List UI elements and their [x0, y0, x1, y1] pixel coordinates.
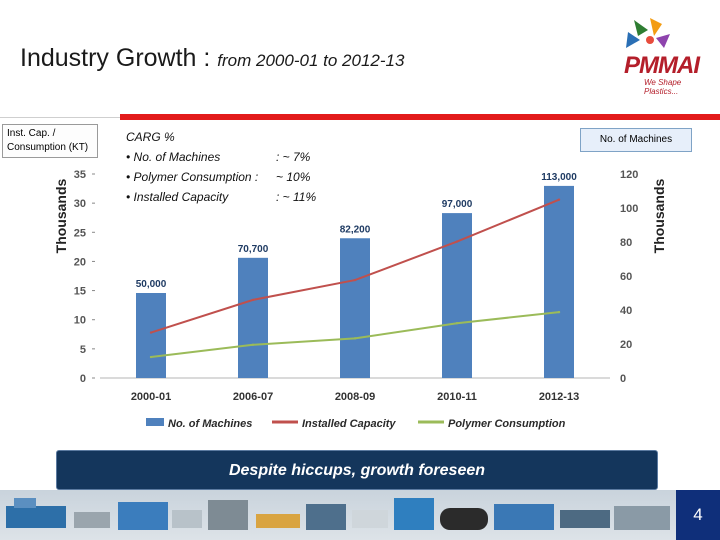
left-tick-label: 15: [74, 286, 86, 298]
page-number: 4: [676, 490, 720, 540]
right-tick-label: 80: [620, 237, 632, 249]
right-tick-label: 40: [620, 305, 632, 317]
line-point: [353, 337, 357, 340]
left-tick-label: 5: [80, 344, 86, 356]
bar-value-label: 113,000: [541, 172, 577, 183]
machines-bar: [238, 257, 268, 378]
line-point: [557, 198, 561, 201]
right-tick-label: 100: [620, 203, 638, 215]
left-tick-label: 30: [74, 198, 86, 210]
left-tick-label: 0: [80, 373, 86, 385]
legend-label: Installed Capacity: [302, 418, 396, 430]
cagr-label: • Installed Capacity: [126, 190, 229, 204]
cagr-row-capacity: • Installed Capacity : ~ 11%: [126, 187, 326, 207]
cagr-row-polymer: • Polymer Consumption : ~ 10%: [126, 167, 326, 187]
line-point: [251, 298, 255, 302]
left-tick-label: 10: [74, 315, 86, 327]
category-label: 2012-13: [539, 391, 579, 403]
conclusion-banner: Despite hiccups, growth foreseen: [56, 450, 658, 490]
legend-swatch-bar: [146, 418, 164, 426]
cagr-value: : ~ 7%: [276, 150, 311, 164]
machines-bar: [340, 238, 370, 378]
category-label: 2006-07: [233, 391, 273, 403]
right-tick-label: 120: [620, 169, 638, 181]
logo-tagline: We Shape Plastics...: [644, 78, 682, 96]
left-tick-label: 25: [74, 227, 86, 239]
title-subtitle: from 2000-01 to 2012-13: [217, 51, 405, 70]
slide-title: Industry Growth : from 2000-01 to 2012-1…: [20, 44, 404, 73]
cagr-label: • Polymer Consumption :: [126, 170, 259, 184]
cagr-value: : ~ 11%: [276, 190, 317, 204]
cagr-heading: CARG %: [126, 130, 175, 144]
line-point: [557, 310, 561, 314]
divider-red: [120, 114, 720, 120]
bar-value-label: 50,000: [136, 279, 167, 290]
left-tick-label: 35: [74, 169, 86, 181]
line-point: [455, 240, 459, 243]
pmmai-logo: PMMAI We Shape Plastics...: [604, 14, 714, 96]
cagr-label: • No. of Machines: [126, 150, 221, 164]
line-point: [353, 278, 357, 282]
line-point: [251, 343, 255, 346]
right-axis-label: Thousands: [651, 178, 667, 253]
left-axis-label: Thousands: [53, 178, 69, 253]
machinery-photo-strip: [0, 490, 676, 540]
divider-grey: [0, 117, 120, 118]
right-tick-label: 60: [620, 271, 632, 283]
left-axis-note-box: Inst. Cap. / Consumption (KT): [2, 124, 98, 158]
category-label: 2000-01: [131, 391, 171, 403]
legend-label: Polymer Consumption: [448, 418, 566, 430]
bar-value-label: 70,700: [238, 244, 269, 255]
title-main: Industry Growth :: [20, 44, 218, 72]
category-label: 2010-11: [437, 391, 477, 403]
line-point: [149, 331, 153, 334]
right-tick-label: 0: [620, 373, 626, 385]
logo-word: PMMAI: [624, 52, 700, 79]
line-point: [455, 322, 459, 325]
cagr-value: ~ 10%: [276, 170, 311, 184]
logo-mark-icon: [626, 18, 670, 48]
bar-value-label: 97,000: [442, 199, 473, 210]
growth-chart: 0 5 10 15 20 25 30 35 0 20 40 60 80 100 120 Thousands Th…: [53, 169, 667, 430]
machinery-illustration-icon: [6, 498, 670, 530]
bar-value-label: 82,200: [340, 224, 371, 235]
category-label: 2008-09: [335, 391, 375, 403]
left-tick-label: 20: [74, 256, 86, 268]
legend-label: No. of Machines: [168, 418, 252, 430]
right-axis-note-box: No. of Machines: [580, 128, 692, 152]
line-point: [149, 355, 153, 359]
machines-bar: [544, 185, 574, 378]
right-tick-label: 20: [620, 339, 632, 351]
machines-bar: [136, 293, 166, 378]
cagr-row-machines: • No. of Machines : ~ 7%: [126, 147, 326, 167]
cagr-block: CARG % • No. of Machines : ~ 7% • Polymer…: [126, 127, 326, 207]
